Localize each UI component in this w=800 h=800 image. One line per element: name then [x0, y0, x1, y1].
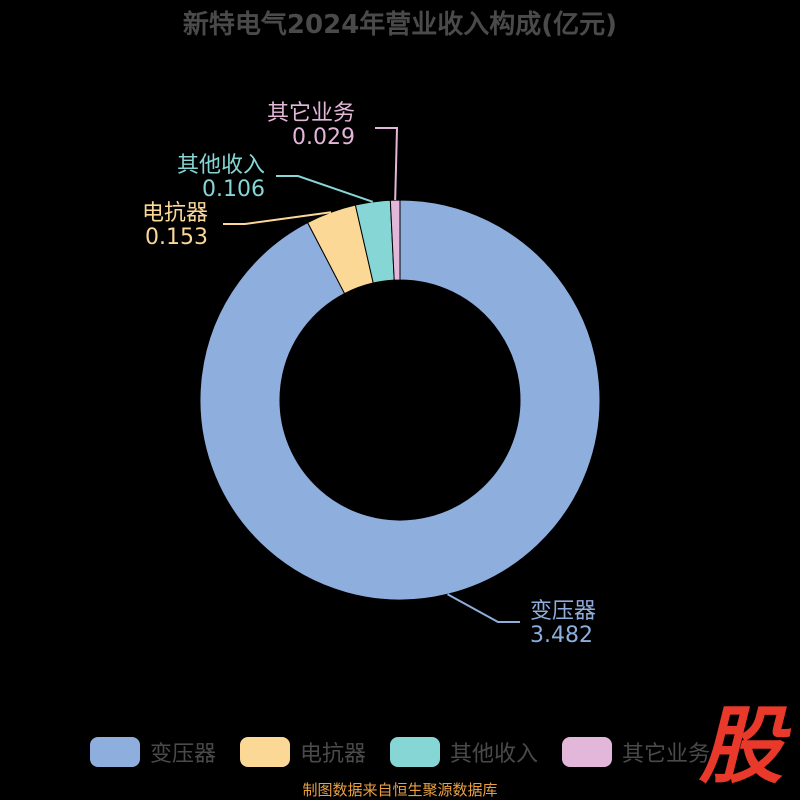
slice-4: [389, 199, 401, 281]
chart-title: 新特电气2024年营业收入构成(亿元): [182, 10, 618, 40]
slice-label-4: 其它业务: [267, 101, 355, 126]
leader-line-3: [276, 175, 374, 203]
leader-line-2: [223, 211, 332, 225]
legend-item-4[interactable]: 其它业务: [562, 736, 710, 768]
leader-line-1: [447, 593, 520, 623]
slices-group: [199, 199, 601, 601]
legend-item-1[interactable]: 变压器: [89, 736, 216, 768]
slice-value-1: 3.482: [530, 623, 593, 648]
slice-label-2: 电抗器: [142, 201, 208, 226]
legend-swatch-2: [239, 737, 290, 767]
legend-label-1: 变压器: [149, 742, 216, 767]
brand-logo: 股: [698, 697, 783, 795]
slice-1: [199, 199, 601, 601]
source-note: 制图数据来自恒生聚源数据库: [302, 781, 498, 799]
legend-swatch-1: [89, 737, 140, 767]
legend-item-2[interactable]: 电抗器: [239, 736, 366, 768]
leader-line-4: [375, 127, 399, 201]
slice-label-1: 变压器: [530, 599, 596, 624]
legend-label-4: 其它业务: [622, 742, 711, 767]
legend-label-2: 电抗器: [299, 742, 366, 767]
legend-item-3[interactable]: 其他收入: [390, 736, 538, 768]
legend-label-3: 其他收入: [450, 742, 539, 767]
slice-value-4: 0.029: [292, 125, 355, 150]
legend: 变压器 电抗器 其他收入 其它业务: [0, 736, 800, 768]
legend-swatch-3: [390, 737, 440, 767]
slice-label-3: 其他收入: [177, 153, 265, 178]
slice-value-2: 0.153: [145, 225, 208, 250]
legend-swatch-4: [562, 737, 613, 767]
slice-value-3: 0.106: [202, 177, 265, 202]
